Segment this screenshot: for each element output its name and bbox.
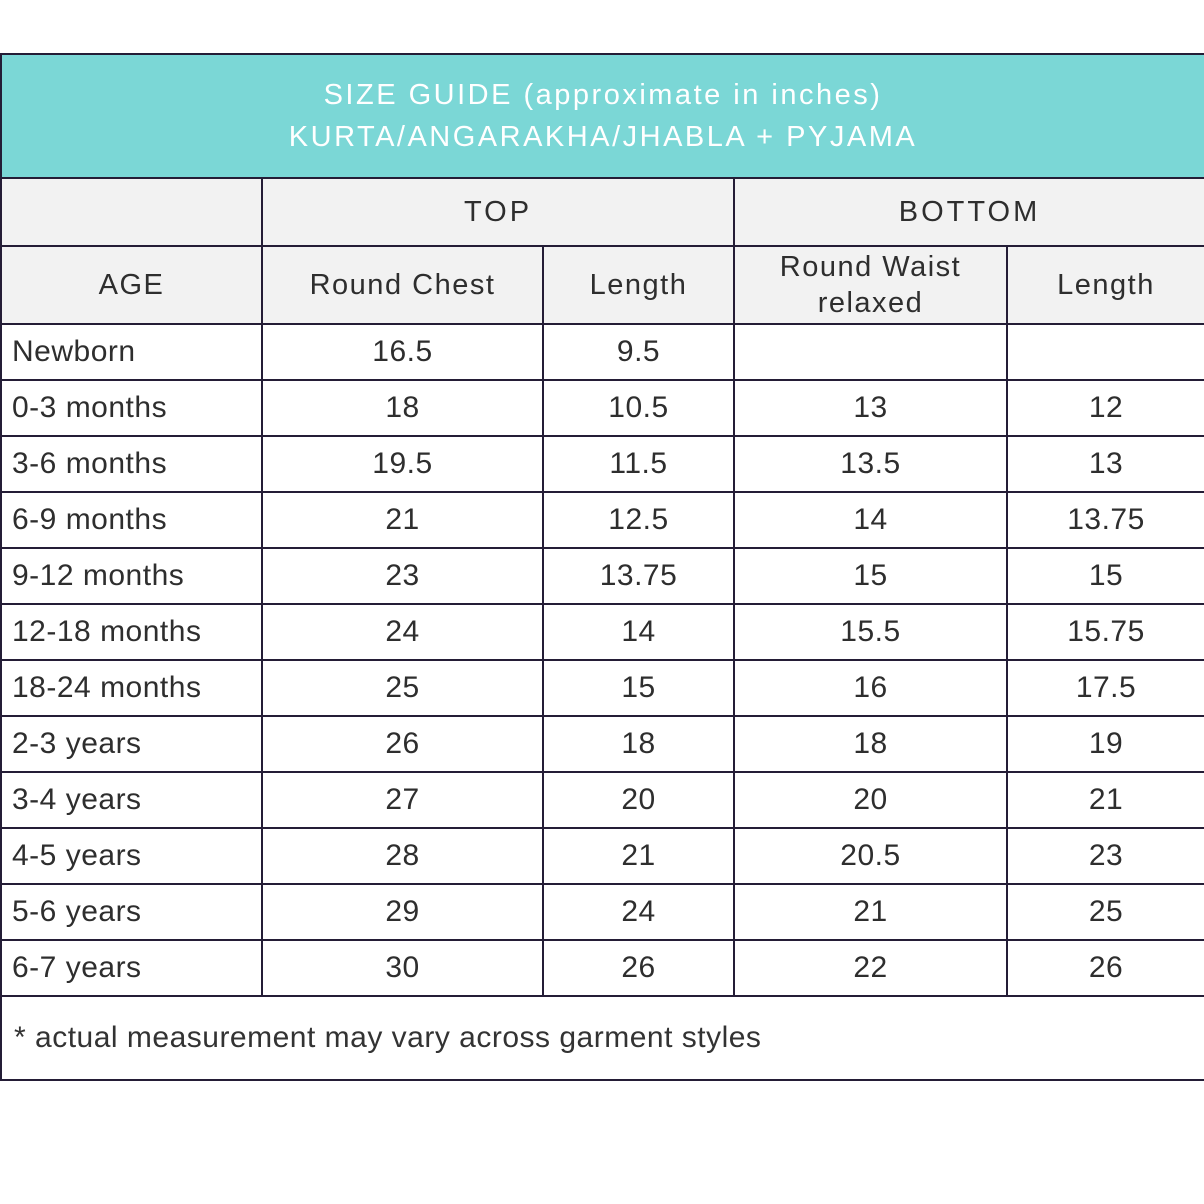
age-cell: 6-9 months: [0, 491, 263, 549]
value-cell: [1005, 323, 1204, 381]
footnote-row: * actual measurement may vary across gar…: [0, 995, 1204, 1081]
value-cell: 13.5: [733, 435, 1008, 493]
value-cell: 18: [261, 379, 544, 437]
value-cell: 19.5: [261, 435, 544, 493]
value-cell: 21: [733, 883, 1008, 941]
table-row: 5-6 years 29 24 21 25: [0, 883, 1204, 941]
value-cell: 20: [733, 771, 1008, 829]
value-cell: 23: [1005, 827, 1204, 885]
table-row: 3-6 months 19.5 11.5 13.5 13: [0, 435, 1204, 493]
value-cell: 28: [261, 827, 544, 885]
age-cell: 2-3 years: [0, 715, 263, 773]
age-cell: 3-4 years: [0, 771, 263, 829]
value-cell: 19: [1005, 715, 1204, 773]
value-cell: 16: [733, 659, 1008, 717]
column-header-bottom-length: Length: [1005, 245, 1204, 325]
table-row: 4-5 years 28 21 20.5 23: [0, 827, 1204, 885]
column-header-row: AGE Round Chest Length Round Waist relax…: [0, 245, 1204, 325]
age-cell: 5-6 years: [0, 883, 263, 941]
value-cell: 24: [542, 883, 735, 941]
age-cell: 12-18 months: [0, 603, 263, 661]
age-cell: 9-12 months: [0, 547, 263, 605]
column-header-round-waist: Round Waist relaxed: [733, 245, 1008, 325]
value-cell: 20.5: [733, 827, 1008, 885]
value-cell: 29: [261, 883, 544, 941]
value-cell: 16.5: [261, 323, 544, 381]
table-row: 0-3 months 18 10.5 13 12: [0, 379, 1204, 437]
size-guide-page: SIZE GUIDE (approximate in inches) KURTA…: [0, 53, 1204, 1081]
title-line-2: KURTA/ANGARAKHA/JHABLA + PYJAMA: [288, 121, 918, 153]
column-header-round-chest: Round Chest: [261, 245, 544, 325]
title-banner: SIZE GUIDE (approximate in inches) KURTA…: [0, 53, 1204, 179]
value-cell: 18: [733, 715, 1008, 773]
table-row: 6-9 months 21 12.5 14 13.75: [0, 491, 1204, 549]
age-cell: 0-3 months: [0, 379, 263, 437]
value-cell: 21: [1005, 771, 1204, 829]
value-cell: 23: [261, 547, 544, 605]
table-row: 18-24 months 25 15 16 17.5: [0, 659, 1204, 717]
table-body: Newborn 16.5 9.5 0-3 months 18 10.5 13 12 3-6 mo…: [0, 323, 1204, 997]
value-cell: 21: [261, 491, 544, 549]
value-cell: 10.5: [542, 379, 735, 437]
size-guide-table: SIZE GUIDE (approximate in inches) KURTA…: [0, 53, 1204, 1081]
value-cell: 18: [542, 715, 735, 773]
banner-row: SIZE GUIDE (approximate in inches) KURTA…: [0, 53, 1204, 179]
value-cell: 15: [1005, 547, 1204, 605]
value-cell: [733, 323, 1008, 381]
value-cell: 20: [542, 771, 735, 829]
value-cell: 12: [1005, 379, 1204, 437]
value-cell: 15: [542, 659, 735, 717]
value-cell: 22: [733, 939, 1008, 997]
value-cell: 13.75: [1005, 491, 1204, 549]
column-header-top-length: Length: [542, 245, 735, 325]
value-cell: 26: [1005, 939, 1204, 997]
value-cell: 15.75: [1005, 603, 1204, 661]
value-cell: 13: [1005, 435, 1204, 493]
value-cell: 12.5: [542, 491, 735, 549]
age-cell: 4-5 years: [0, 827, 263, 885]
group-header-row: TOP BOTTOM: [0, 177, 1204, 247]
value-cell: 13.75: [542, 547, 735, 605]
age-cell: Newborn: [0, 323, 263, 381]
title-line-1: SIZE GUIDE (approximate in inches): [323, 79, 883, 111]
value-cell: 11.5: [542, 435, 735, 493]
group-header-top: TOP: [261, 177, 735, 247]
value-cell: 13: [733, 379, 1008, 437]
table-row: Newborn 16.5 9.5: [0, 323, 1204, 381]
group-header-bottom: BOTTOM: [732, 177, 1204, 247]
age-cell: 18-24 months: [0, 659, 263, 717]
table-row: 3-4 years 27 20 20 21: [0, 771, 1204, 829]
group-header-empty: [0, 177, 263, 247]
value-cell: 14: [542, 603, 735, 661]
value-cell: 25: [261, 659, 544, 717]
column-header-age: AGE: [0, 245, 263, 325]
value-cell: 24: [261, 603, 544, 661]
value-cell: 26: [261, 715, 544, 773]
value-cell: 30: [261, 939, 544, 997]
age-cell: 3-6 months: [0, 435, 263, 493]
value-cell: 25: [1005, 883, 1204, 941]
value-cell: 26: [542, 939, 735, 997]
age-cell: 6-7 years: [0, 939, 263, 997]
value-cell: 27: [261, 771, 544, 829]
value-cell: 21: [542, 827, 735, 885]
value-cell: 17.5: [1005, 659, 1204, 717]
table-row: 6-7 years 30 26 22 26: [0, 939, 1204, 997]
value-cell: 15.5: [733, 603, 1008, 661]
table-row: 9-12 months 23 13.75 15 15: [0, 547, 1204, 605]
table-row: 2-3 years 26 18 18 19: [0, 715, 1204, 773]
value-cell: 14: [733, 491, 1008, 549]
value-cell: 15: [733, 547, 1008, 605]
value-cell: 9.5: [542, 323, 735, 381]
table-row: 12-18 months 24 14 15.5 15.75: [0, 603, 1204, 661]
footnote-text: * actual measurement may vary across gar…: [0, 995, 1204, 1081]
